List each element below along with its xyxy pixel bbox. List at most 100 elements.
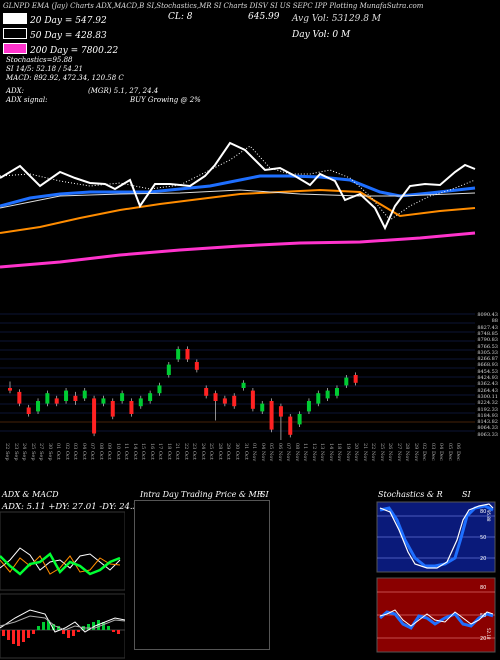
date-axis-label: 28 Nov xyxy=(404,443,411,462)
candle-body xyxy=(92,398,97,434)
candle-body xyxy=(213,393,218,401)
date-axis-label: 19 Nov xyxy=(344,443,351,462)
date-axis-label: 28 Oct xyxy=(216,443,223,460)
date-axis-label: 05 Nov xyxy=(268,443,275,462)
macd-histogram-bar xyxy=(102,622,105,630)
date-axis-label: 20 Nov xyxy=(353,443,360,462)
date-axis-label: 23 Oct xyxy=(191,443,198,460)
price-line xyxy=(0,141,476,231)
date-axis-label: 07 Nov xyxy=(285,443,292,462)
candle-body xyxy=(250,390,255,409)
candle-body xyxy=(45,393,50,404)
macd-histogram-bar xyxy=(17,630,20,646)
price-axis-labels: 8090.43 88 8827.43 8748.85 8790.83 8766.53 830… xyxy=(430,310,498,440)
price-axis-label: 8305.33 xyxy=(477,349,498,356)
date-axis-label: 24 Sep xyxy=(21,443,28,461)
macd-histogram-bar xyxy=(42,622,45,630)
date-axis-label: 10 Oct xyxy=(114,443,121,460)
price-axis-label: 8827.43 xyxy=(477,324,498,331)
macd-histogram xyxy=(2,620,120,646)
price-axis-label: 8184.93 xyxy=(477,412,498,419)
candle-body xyxy=(138,398,143,407)
candle-body xyxy=(232,395,237,407)
macd-histogram-bar xyxy=(112,630,115,632)
date-axis-label: 13 Nov xyxy=(319,443,326,462)
date-axis-label: 01 Oct xyxy=(55,443,62,460)
candle-body xyxy=(185,349,190,360)
legend-ema200-swatch xyxy=(3,43,27,54)
macd-histogram-bar xyxy=(107,626,110,630)
price-dotted-line xyxy=(0,145,476,221)
candle-body xyxy=(353,375,358,383)
date-axis-label: 11 Nov xyxy=(302,443,309,462)
candle-body xyxy=(269,401,274,430)
intraday-suffix: SI xyxy=(260,490,269,499)
date-axis-label: 30 Sep xyxy=(46,443,53,461)
date-axis-label: 22 Sep xyxy=(4,443,10,461)
ema100-line xyxy=(0,188,476,234)
legend-ema50-swatch xyxy=(3,28,27,39)
price-axis-label: 8090.43 xyxy=(477,312,498,318)
macd-histogram-bar xyxy=(12,630,15,644)
stoch-level-20: 20 xyxy=(480,556,486,562)
ema50-line xyxy=(0,174,476,208)
date-axis: 22 Sep 23 Sep 24 Sep 25 Sep 27 Sep 30 Sep 01 O… xyxy=(0,443,475,483)
close-value: 645.99 xyxy=(248,12,280,22)
macd-histogram-bar xyxy=(77,630,80,632)
candle-body xyxy=(176,349,181,360)
date-axis-label: 08 Oct xyxy=(97,443,104,460)
date-axis-label: 29 Nov xyxy=(412,443,419,462)
date-axis-label: 22 Oct xyxy=(182,443,189,460)
chart-header-title: GLNPD EMA (Jay) Charts ADX,MACD,B SI,Sto… xyxy=(3,2,424,10)
candle-body xyxy=(288,416,293,435)
candle-body xyxy=(73,395,78,401)
day-volume-label: Day Vol: 0 M xyxy=(292,30,351,40)
date-axis-label: 02 Oct xyxy=(63,443,70,460)
macd-histogram-bar xyxy=(2,630,5,636)
legend-ema20-swatch xyxy=(3,13,27,24)
macd-histogram-bar xyxy=(47,620,50,630)
candle-body xyxy=(101,398,106,404)
date-axis-label: 30 Oct xyxy=(234,443,240,460)
date-axis-label: 16 Oct xyxy=(148,443,155,460)
adx-macd-chart xyxy=(0,511,125,659)
date-axis-label: 11 Oct xyxy=(123,443,130,460)
date-axis-label: 15 Oct xyxy=(140,443,147,460)
adx-line xyxy=(0,552,121,576)
intraday-chart-area xyxy=(134,500,270,650)
date-axis-label: 25 Oct xyxy=(208,443,215,460)
date-axis-label: 08 Nov xyxy=(293,443,300,462)
candle-body xyxy=(82,390,87,399)
macd-histogram-bar xyxy=(87,624,90,630)
candle-body xyxy=(36,401,41,412)
price-axis-label: 8143.82 xyxy=(477,419,498,426)
date-axis-label: 18 Nov xyxy=(336,443,343,462)
stoch-rsi-suffix: SI xyxy=(462,490,471,499)
adx-minus-di-line xyxy=(0,555,121,575)
date-axis-label: 17 Oct xyxy=(157,443,164,460)
candle-body xyxy=(297,414,302,425)
date-axis-label: 18 Oct xyxy=(165,443,172,460)
date-axis-label: 02 Dec xyxy=(421,443,428,461)
date-axis-label: 29 Oct xyxy=(225,443,232,460)
adx-value: (MGR) 5.1, 27, 24.4 xyxy=(88,87,159,95)
macd-readout: MACD: 892.92, 472.34, 120.58 C xyxy=(6,74,124,82)
candle-body xyxy=(204,388,209,396)
stoch-rsi-title: Stochastics & R xyxy=(378,490,443,499)
date-axis-label: 14 Oct xyxy=(131,443,138,460)
price-axis-label: 8192.33 xyxy=(477,406,498,413)
stoch-k-line xyxy=(379,503,494,569)
macd-line xyxy=(0,609,125,633)
price-axis-label: 8424.93 xyxy=(477,375,498,381)
date-axis-label: 01 Nov xyxy=(251,443,258,462)
candle-body xyxy=(344,377,349,386)
stoch-level-80: 80 xyxy=(480,509,486,515)
macd-histogram-bar xyxy=(92,622,95,630)
adx-plus-di-line xyxy=(0,547,121,571)
adx-macd-values: ADX: 5.11 +DY: 27.01 -DY: 24.39 xyxy=(2,502,144,512)
date-axis-label: 07 Oct xyxy=(89,443,96,460)
candle-body xyxy=(8,388,12,391)
candle-body xyxy=(306,401,311,412)
candlestick-chart xyxy=(0,313,475,440)
moving-average-chart xyxy=(0,141,476,269)
